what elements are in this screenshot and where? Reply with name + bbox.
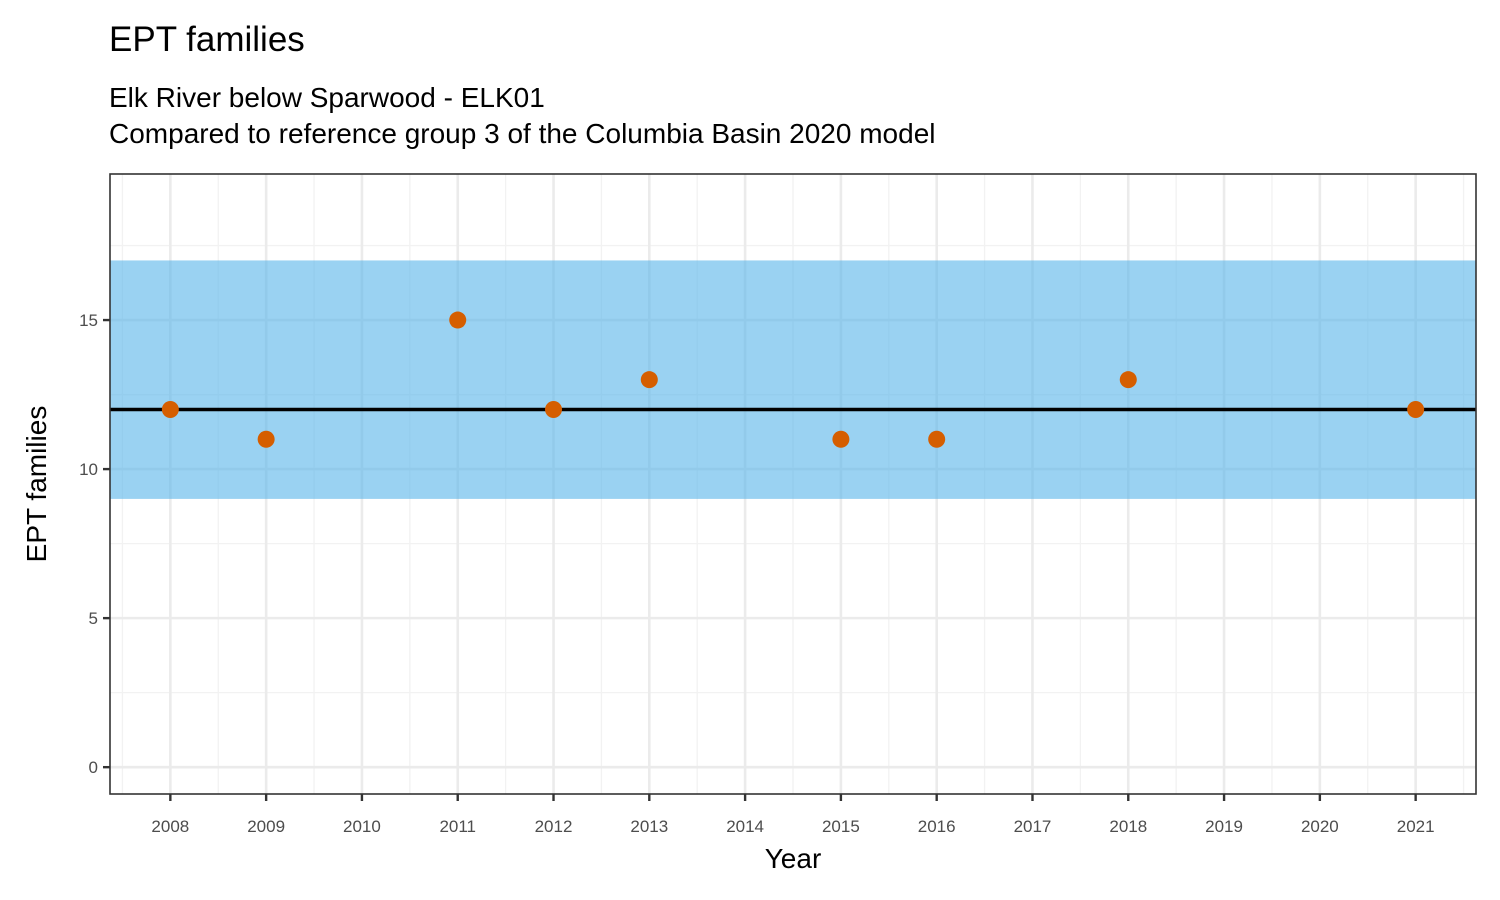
- x-tick-label: 2020: [1301, 817, 1339, 836]
- x-tick-label: 2011: [439, 817, 476, 836]
- x-tick-label: 2018: [1109, 817, 1147, 836]
- y-tick-label: 0: [89, 758, 98, 777]
- y-axis-title: EPT families: [21, 406, 52, 563]
- data-point: [832, 430, 850, 448]
- data-point: [545, 400, 563, 418]
- data-point: [257, 430, 275, 448]
- data-point: [449, 311, 467, 329]
- x-tick-label: 2012: [535, 817, 573, 836]
- data-point: [161, 400, 179, 418]
- x-tick-label: 2015: [822, 817, 860, 836]
- chart-subtitle-line-2: Compared to reference group 3 of the Col…: [109, 118, 936, 149]
- y-tick-label: 10: [79, 460, 98, 479]
- chart-subtitle-line-1: Elk River below Sparwood - ELK01: [109, 82, 545, 113]
- x-tick-label: 2013: [630, 817, 668, 836]
- x-tick-label: 2017: [1014, 817, 1052, 836]
- x-tick-label: 2016: [918, 817, 956, 836]
- x-tick-label: 2010: [343, 817, 381, 836]
- points-layer: [161, 311, 1425, 448]
- x-tick-label: 2019: [1205, 817, 1243, 836]
- x-tick-label: 2008: [151, 817, 189, 836]
- panel-border: [109, 173, 1477, 795]
- y-tick-label: 5: [89, 609, 98, 628]
- reference-band-layer: [110, 260, 1476, 499]
- x-tick-label: 2009: [247, 817, 285, 836]
- reference-band: [110, 260, 1476, 499]
- axis-layer: 0 5 10 15 2008 2009 2010 2011 2012 2013 2014 2015 20…: [79, 173, 1477, 836]
- x-axis-title: Year: [765, 843, 822, 874]
- data-point: [1119, 371, 1137, 389]
- chart-title: EPT families: [109, 20, 305, 59]
- data-point: [640, 371, 658, 389]
- x-tick-label: 2021: [1397, 817, 1435, 836]
- data-point: [928, 430, 946, 448]
- y-tick-label: 15: [79, 311, 98, 330]
- x-tick-label: 2014: [726, 817, 764, 836]
- data-point: [1407, 400, 1425, 418]
